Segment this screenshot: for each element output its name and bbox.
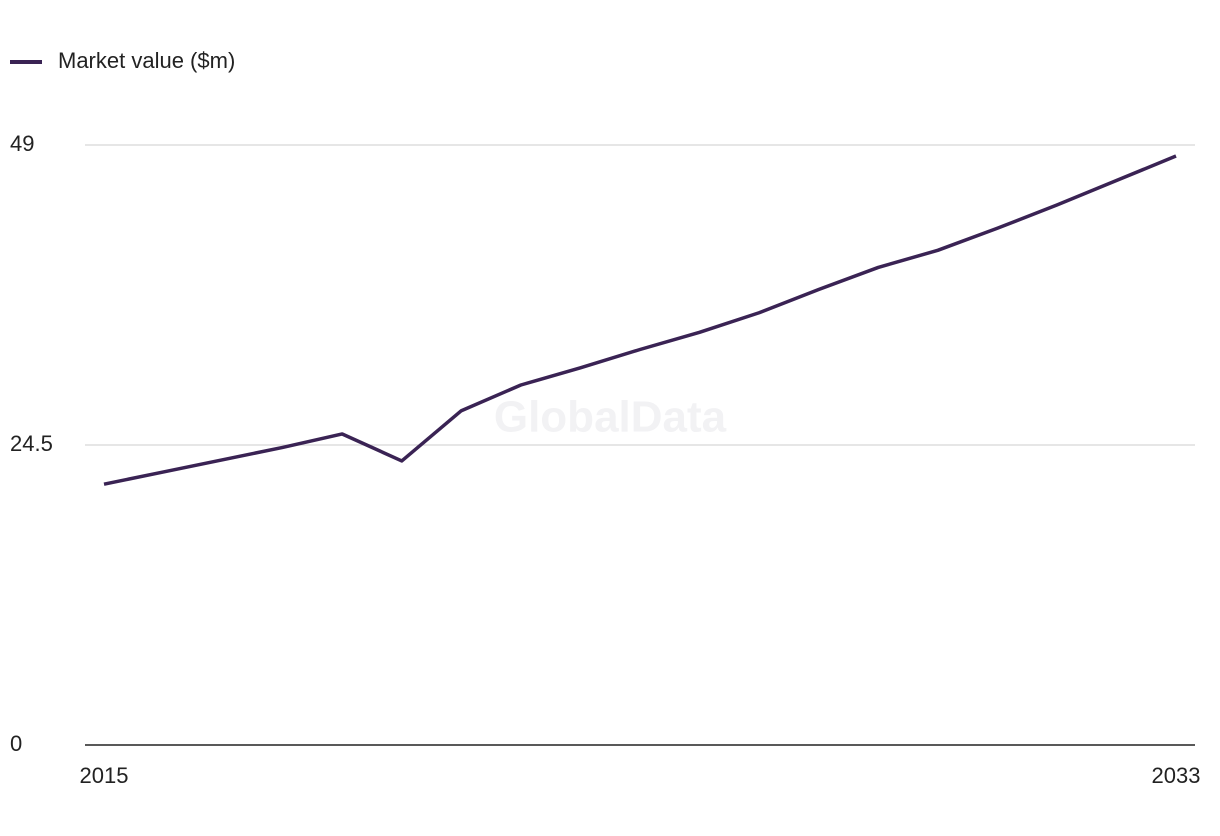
watermark: GlobalData xyxy=(494,393,727,442)
line xyxy=(103,154,1177,486)
y-tick-label: 49 xyxy=(10,131,34,156)
legend-label: Market value ($m) xyxy=(58,48,235,73)
y-tick-label: 0 xyxy=(10,731,22,756)
y-tick-label: 24.5 xyxy=(10,431,53,456)
x-tick-label: 2015 xyxy=(80,763,129,788)
x-tick-label: 2033 xyxy=(1152,763,1201,788)
